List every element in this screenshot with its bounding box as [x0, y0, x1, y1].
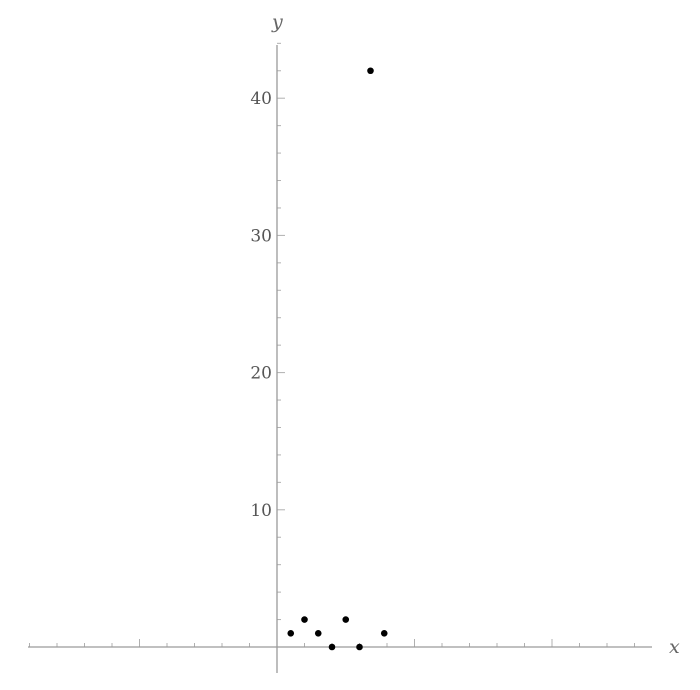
y-tick-label: 20 [250, 364, 272, 384]
data-point [342, 616, 350, 623]
data-point [328, 643, 336, 651]
data-point [287, 629, 295, 637]
y-tick-label: 10 [250, 501, 272, 521]
y-tick-label: 40 [250, 89, 272, 109]
y-axis-label: y [271, 11, 283, 33]
data-points [287, 67, 388, 651]
data-point [314, 629, 322, 637]
data-point [356, 643, 363, 651]
data-point [301, 616, 308, 623]
data-point [380, 629, 388, 637]
x-axis-label: x [669, 636, 680, 658]
y-tick-label: 30 [250, 226, 272, 246]
data-point [367, 67, 374, 75]
tick-marks [29, 42, 635, 647]
y-tick-labels: 10 20 30 40 [250, 89, 272, 521]
